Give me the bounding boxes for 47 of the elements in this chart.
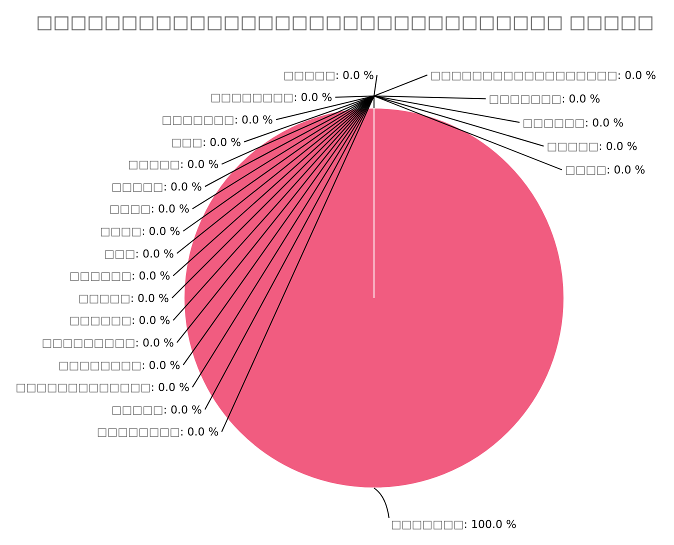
slice-label: □□□□□□□: [391, 518, 464, 531]
category-label: □□□□□: [283, 68, 336, 82]
text: : 0.0 %: [562, 92, 600, 106]
text: : 0.0 %: [132, 270, 170, 283]
category-label: □□□□□: [78, 292, 130, 305]
category-label: □□□□□□□: [162, 113, 234, 126]
text: : 0.0 %: [130, 292, 169, 305]
text: : 0.0 %: [234, 113, 274, 126]
category-label: □□□□□□: [69, 270, 132, 283]
text: : 0.0 %: [132, 314, 170, 328]
category-label: □□□□□: [111, 180, 164, 194]
text: : 0.0 %: [135, 336, 174, 350]
category-label: □□□□□□□□□: [42, 336, 136, 350]
category-label: □□□: [171, 136, 202, 149]
text: : 0.0 %: [150, 381, 190, 394]
text: : 0.0 %: [202, 136, 242, 149]
category-label: □□□□: [109, 202, 151, 216]
text: : 0.0 %: [163, 403, 202, 416]
text: : 0.0 %: [606, 164, 646, 177]
category-label: □□□□□□□□□□□□□: [16, 381, 151, 394]
category-label: □□□□□□□□: [210, 91, 294, 104]
category-label: □□□□: [564, 164, 607, 177]
category-label: □□□□□□□□: [96, 426, 180, 439]
chart-title: □□□□□□□□□□□□□□□□□□□□□□□□□□□□□□□ □□□□□: [36, 12, 654, 33]
text: : 0.0 %: [180, 426, 219, 439]
category-label: □□□□□□□□: [58, 358, 142, 372]
data-label: : 100.0 %: [464, 518, 516, 531]
text: : 0.0 %: [150, 202, 190, 216]
category-label: □□□: [104, 247, 136, 260]
category-label: □□□□□: [128, 158, 180, 172]
category-label: □□□□□: [111, 403, 164, 416]
text: : 0.0 %: [142, 224, 180, 238]
category-label: □□□□□□: [69, 314, 132, 328]
text: : 0.0 %: [294, 91, 332, 104]
category-label: □□□□: [100, 224, 142, 238]
text: : 0.0 %: [617, 68, 656, 82]
category-label: □□□□□□: [522, 116, 585, 130]
text: : 0.0 %: [180, 158, 219, 172]
category-label: □□□□□: [546, 140, 599, 153]
category-label: □□□□□□□: [488, 92, 562, 106]
text: : 0.0 %: [335, 68, 374, 82]
text: : 0.0 %: [163, 180, 202, 194]
text: : 0.0 %: [135, 247, 174, 260]
category-label: □□□□□□□□□□□□□□□□□□: [430, 68, 618, 82]
text: : 0.0 %: [142, 358, 180, 372]
text: : 0.0 %: [584, 116, 624, 130]
text: : 0.0 %: [598, 140, 638, 153]
